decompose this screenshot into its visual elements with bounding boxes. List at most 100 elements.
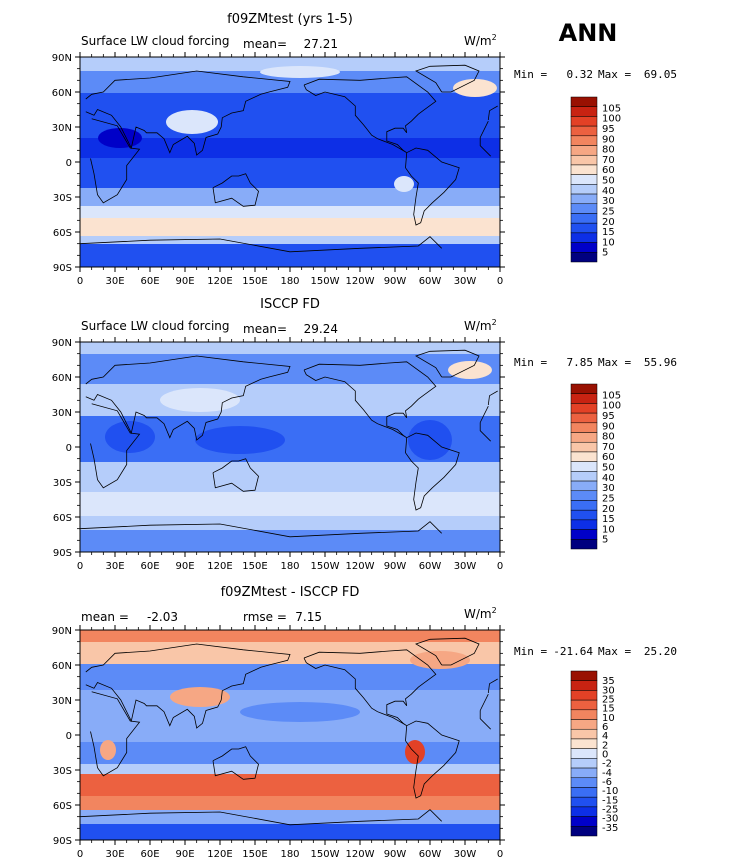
- colorbar-label: 90: [602, 134, 615, 145]
- colorbar-label: 50: [602, 463, 615, 474]
- colorbar-swatch: [570, 777, 598, 788]
- labrador-high: [453, 79, 497, 97]
- colorbar-swatch: [570, 242, 598, 253]
- maritime-low: [195, 426, 285, 454]
- x-tick-label: 150W: [311, 276, 340, 287]
- amazon-low: [408, 420, 452, 460]
- y-tick-label: 60S: [53, 801, 72, 812]
- colorbar-label: -15: [602, 795, 618, 806]
- band-60n: [80, 354, 500, 384]
- x-tick-label: 60W: [419, 276, 442, 287]
- x-tick-label: 180: [280, 276, 299, 287]
- x-tick-label: 120E: [207, 849, 232, 860]
- band-arctic: [80, 342, 500, 354]
- band-30n: [80, 384, 500, 416]
- colorbar-swatch: [570, 174, 598, 185]
- x-tick-label: 60W: [419, 561, 442, 572]
- map-field: [80, 57, 500, 267]
- colorbar-swatch: [570, 670, 598, 681]
- y-tick-label: 60N: [52, 661, 72, 672]
- colorbar-swatch: [570, 690, 598, 701]
- coastline-0: [479, 121, 489, 138]
- colorbar-label: 6: [602, 722, 608, 733]
- x-tick-label: 180: [280, 561, 299, 572]
- colorbar-swatch: [570, 461, 598, 472]
- colorbar-swatch: [570, 748, 598, 759]
- africa-low: [98, 128, 142, 148]
- season-label: ANN: [559, 19, 618, 47]
- arctic-patch: [260, 66, 340, 78]
- panel-variable-label: Surface LW cloud forcing: [81, 34, 230, 48]
- x-tick-label: 30E: [105, 561, 124, 572]
- x-tick-label: 150E: [242, 849, 267, 860]
- colorbar-swatch: [570, 203, 598, 214]
- coastline-0: [479, 710, 491, 730]
- colorbar-label: 4: [602, 731, 608, 742]
- coastline-5: [405, 432, 460, 511]
- colorbar-swatch: [570, 699, 598, 711]
- x-tick-label: 180: [280, 849, 299, 860]
- coastline-0: [479, 137, 491, 157]
- coastlines: [80, 64, 498, 253]
- band-antarctic: [80, 244, 500, 267]
- canada-pos: [410, 651, 470, 669]
- band-antarctic: [80, 824, 500, 840]
- panel-model: f09ZMtest (yrs 1-5) Surface LW cloud for…: [52, 12, 677, 287]
- colorbar-swatch: [570, 441, 598, 453]
- band-30s: [80, 742, 500, 764]
- panel-units: W/m2: [464, 606, 497, 621]
- coastline-1: [85, 355, 291, 441]
- panel-mean-label: mean=: [243, 37, 287, 51]
- y-tick-label: 60N: [52, 88, 72, 99]
- colorbar-swatch: [570, 806, 598, 817]
- band-40s: [80, 764, 500, 774]
- max-label: Max =: [598, 356, 631, 369]
- panel-observation: ISCCP FD Surface LW cloud forcing mean= …: [52, 297, 677, 572]
- colorbar-swatch: [570, 116, 598, 127]
- band-65s: [80, 810, 500, 824]
- colorbar-swatch: [570, 422, 598, 433]
- y-tick-label: 0: [66, 158, 72, 169]
- colorbar-label: 30: [602, 685, 615, 696]
- y-tick-label: 90S: [53, 263, 72, 274]
- band-60n: [80, 642, 500, 664]
- y-tick-label: 60N: [52, 373, 72, 384]
- x-tick-label: 0: [77, 561, 83, 572]
- colorbar-swatch: [570, 135, 598, 146]
- coastline-3: [80, 521, 442, 538]
- y-tick-label: 30N: [52, 696, 72, 707]
- map-field: [80, 342, 500, 552]
- panel-mean-value: 29.24: [304, 322, 338, 336]
- x-tick-label: 0: [497, 276, 503, 287]
- colorbar-swatch: [570, 767, 598, 779]
- map-ticks: 0 30E 60E 90E 120E 150E 180 150W 120W 90W 60W 30W 09…: [52, 337, 505, 572]
- min-label: Min =: [514, 68, 547, 81]
- colorbar-swatch: [570, 96, 598, 107]
- min-label: Min =: [514, 645, 547, 658]
- colorbar-label: 70: [602, 442, 615, 453]
- band-30s: [80, 188, 500, 206]
- colorbar-label: 25: [602, 206, 615, 217]
- colorbar-label: 60: [602, 452, 615, 463]
- colorbar-swatch: [570, 796, 598, 808]
- y-tick-label: 0: [66, 731, 72, 742]
- peru-pos: [405, 740, 425, 764]
- y-tick-label: 60S: [53, 228, 72, 239]
- coastline-0: [479, 422, 491, 442]
- x-tick-label: 30W: [454, 276, 477, 287]
- colorbar-swatch: [570, 412, 598, 424]
- band-storm-track: [80, 774, 500, 796]
- band-65s: [80, 516, 500, 530]
- min-value: 7.85: [567, 356, 594, 369]
- x-tick-label: 120W: [346, 849, 375, 860]
- x-tick-label: 60E: [140, 276, 159, 287]
- colorbar-label: 100: [602, 114, 621, 125]
- colorbar-label: 5: [602, 248, 608, 259]
- max-label: Max =: [598, 68, 631, 81]
- colorbar-label: -30: [602, 814, 618, 825]
- x-tick-label: 120E: [207, 561, 232, 572]
- coastline-2: [212, 458, 259, 492]
- colorbar-label: 0: [602, 750, 608, 761]
- colorbar-swatch: [570, 816, 598, 827]
